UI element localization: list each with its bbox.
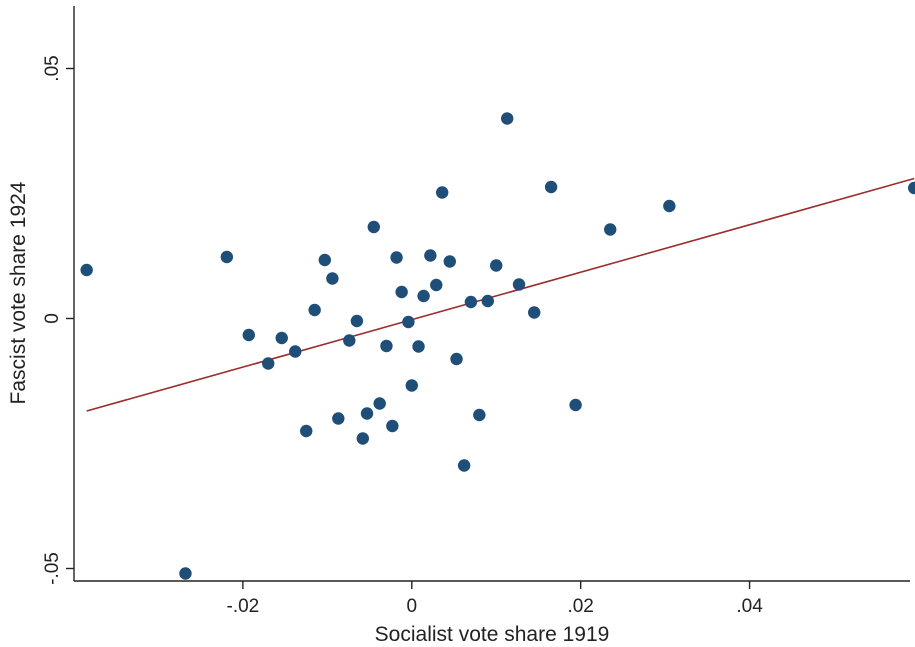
- scatter-point: [405, 379, 418, 392]
- y-axis-ticks: -.05 0 .05: [42, 55, 74, 585]
- scatter-point: [544, 180, 558, 194]
- scatter-point: [262, 357, 275, 370]
- scatter-points-layer: [80, 112, 915, 580]
- scatter-point: [443, 255, 456, 268]
- scatter-point: [350, 314, 364, 328]
- x-tick-label: -.02: [227, 596, 260, 617]
- scatter-point: [908, 181, 915, 195]
- scatter-point: [318, 253, 331, 267]
- scatter-point: [386, 419, 399, 433]
- scatter-point: [300, 424, 313, 438]
- scatter-point: [569, 398, 582, 412]
- y-tick-label: -.05: [42, 552, 63, 585]
- scatter-point: [367, 220, 380, 234]
- scatter-point: [220, 250, 234, 264]
- scatter-point: [604, 223, 617, 236]
- scatter-point: [464, 295, 478, 309]
- scatter-point: [242, 328, 255, 342]
- scatter-point: [435, 186, 449, 199]
- scatter-point: [343, 334, 356, 347]
- scatter-point: [179, 567, 192, 580]
- x-axis-label: Socialist vote share 1919: [375, 623, 610, 646]
- scatter-point: [457, 459, 471, 472]
- x-tick-label: 0: [406, 596, 417, 617]
- x-axis-ticks: -.02 0 .02 .04: [227, 581, 763, 617]
- x-tick-label: .04: [736, 596, 763, 617]
- scatter-point: [380, 339, 393, 353]
- scatter-point: [373, 397, 386, 410]
- scatter-point: [326, 272, 339, 285]
- scatter-point: [390, 251, 403, 264]
- y-tick-label: 0: [42, 313, 63, 324]
- scatter-point: [417, 289, 430, 303]
- fit-line: [86, 177, 915, 412]
- scatter-point: [512, 278, 526, 291]
- y-axis-label: Fascist vote share 1924: [7, 181, 30, 404]
- scatter-point: [473, 408, 486, 422]
- scatter-point: [308, 303, 321, 317]
- fit-line-layer: [86, 177, 915, 412]
- scatter-point: [490, 259, 503, 272]
- x-tick-label: .02: [567, 596, 593, 617]
- scatter-point: [450, 352, 463, 366]
- scatter-point: [481, 294, 494, 308]
- scatter-point: [412, 340, 425, 353]
- scatter-point: [528, 306, 541, 319]
- scatter-point: [501, 112, 514, 125]
- scatter-point: [430, 278, 443, 292]
- scatter-point: [356, 432, 369, 445]
- scatter-point: [289, 345, 302, 358]
- scatter-point: [395, 285, 408, 299]
- scatter-point: [663, 199, 676, 213]
- scatter-point: [80, 263, 93, 277]
- scatter-point: [275, 331, 288, 345]
- y-tick-label: .05: [42, 55, 63, 81]
- scatter-point: [424, 249, 437, 262]
- scatter-point: [402, 315, 415, 329]
- scatter-point: [360, 407, 374, 420]
- scatter-point: [332, 412, 345, 425]
